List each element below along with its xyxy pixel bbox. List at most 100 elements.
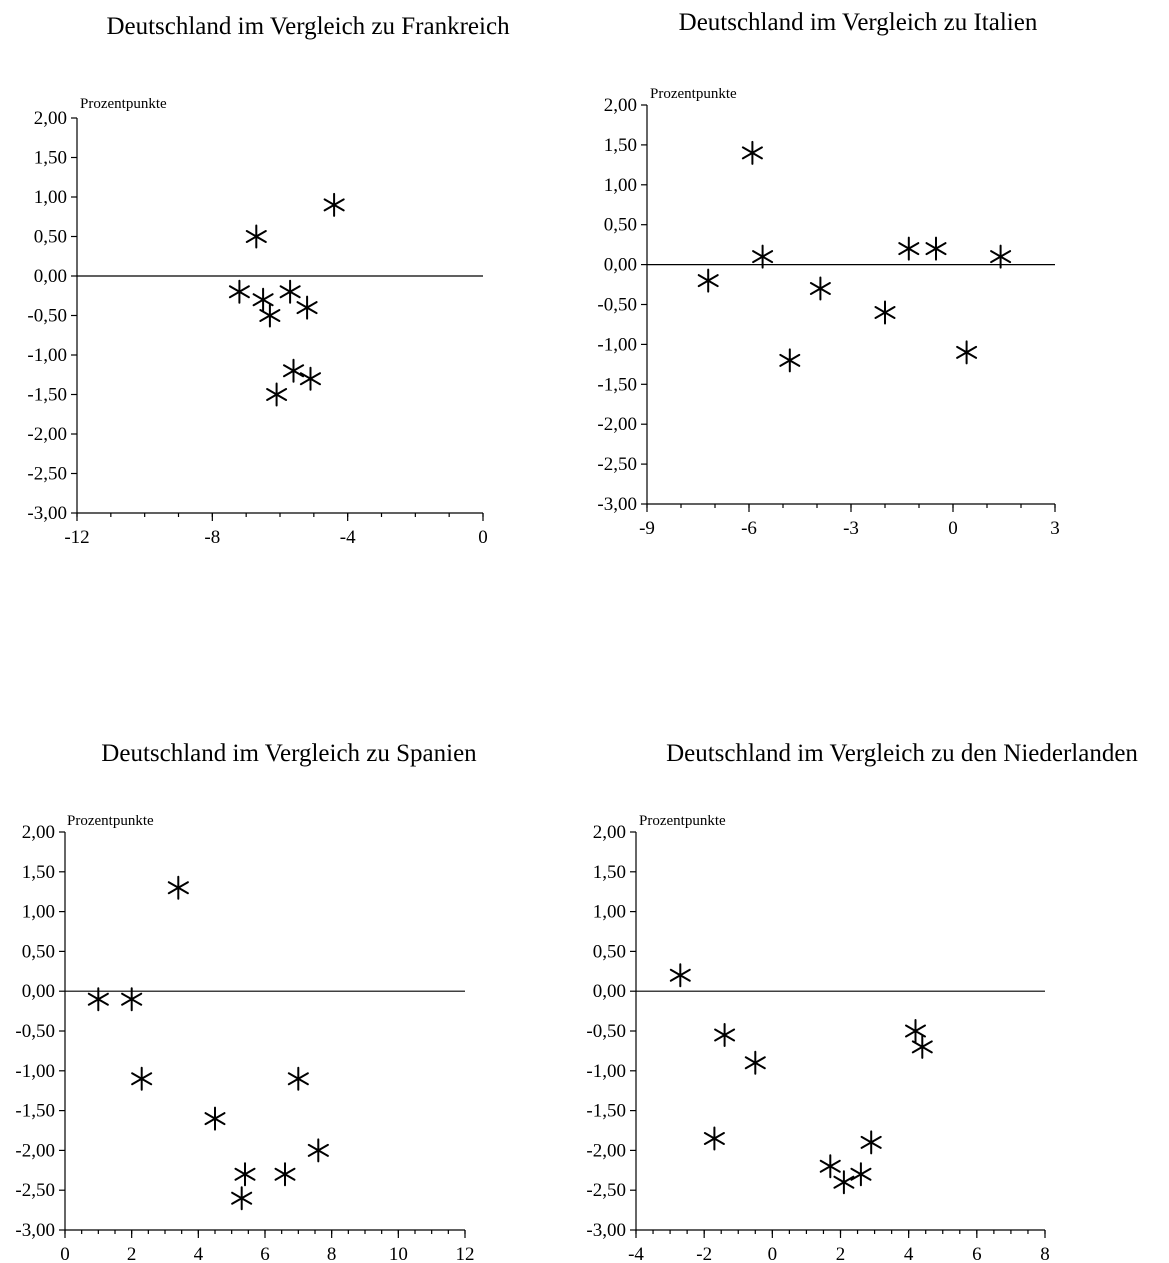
y-axis-unit-label: Prozentpunkte <box>650 86 737 102</box>
y-axis-unit-label: Prozentpunkte <box>639 813 726 829</box>
data-point-asterisk <box>234 1162 256 1187</box>
y-tick-label: 2,00 <box>593 822 626 843</box>
y-axis-unit-label: Prozentpunkte <box>67 813 154 829</box>
data-point-asterisk <box>296 295 318 320</box>
y-tick-label: 0,50 <box>593 941 626 962</box>
y-tick-label: -2,00 <box>597 414 637 435</box>
data-point-asterisk <box>259 303 281 328</box>
chart-panel: Deutschland im Vergleich zu Frankreich Pr… <box>27 13 510 548</box>
data-point-asterisk <box>703 1126 725 1151</box>
y-tick-label: -3,00 <box>27 503 67 524</box>
y-tick-label: -0,50 <box>15 1021 55 1042</box>
data-point-asterisk <box>752 244 774 269</box>
y-tick-label: -0,50 <box>27 306 67 327</box>
data-point-asterisk <box>911 1034 933 1059</box>
data-point-asterisk <box>925 236 947 261</box>
y-tick-label: -2,00 <box>27 424 67 445</box>
x-tick-label: 0 <box>60 1244 70 1263</box>
y-tick-label: -2,00 <box>15 1140 55 1161</box>
y-tick-label: 0,50 <box>22 941 55 962</box>
data-point-asterisk <box>287 1066 309 1091</box>
data-point-asterisk <box>228 279 250 304</box>
x-tick-label: -6 <box>741 518 757 539</box>
data-point-asterisk <box>874 300 896 325</box>
data-point-asterisk <box>809 276 831 301</box>
y-tick-label: -2,50 <box>27 464 67 485</box>
x-tick-label: 4 <box>904 1244 914 1263</box>
y-tick-label: 1,50 <box>34 148 67 169</box>
chart-panel: Deutschland im Vergleich zu Italien Proze… <box>597 9 1059 539</box>
x-tick-label: -4 <box>628 1244 644 1263</box>
data-point-asterisk <box>819 1154 841 1179</box>
y-tick-label: 1,50 <box>604 135 637 156</box>
x-tick-label: 8 <box>327 1244 337 1263</box>
x-tick-label: -2 <box>696 1244 712 1263</box>
y-tick-label: 1,00 <box>604 175 637 196</box>
y-tick-label: -2,50 <box>15 1180 55 1201</box>
data-point-asterisk <box>860 1130 882 1155</box>
data-point-asterisk <box>898 236 920 261</box>
y-tick-label: -3,00 <box>586 1220 626 1241</box>
y-tick-label: -2,50 <box>597 454 637 475</box>
chart-title: Deutschland im Vergleich zu Italien <box>679 9 1038 36</box>
x-tick-label: 4 <box>194 1244 204 1263</box>
data-point-asterisk <box>87 987 109 1012</box>
data-point-asterisk <box>274 1162 296 1187</box>
x-tick-label: -3 <box>843 518 859 539</box>
data-point-asterisk <box>323 192 345 217</box>
y-tick-label: -1,00 <box>15 1061 55 1082</box>
data-point-asterisk <box>283 358 305 383</box>
y-tick-label: 1,00 <box>22 902 55 923</box>
y-tick-label: -1,50 <box>27 385 67 406</box>
x-tick-label: 0 <box>768 1244 778 1263</box>
chart-title: Deutschland im Vergleich zu Spanien <box>101 740 477 767</box>
data-point-asterisk <box>669 963 691 988</box>
y-tick-label: 0,50 <box>34 227 67 248</box>
data-point-asterisk <box>279 279 301 304</box>
y-tick-label: 1,50 <box>22 862 55 883</box>
data-point-asterisk <box>266 382 288 407</box>
y-tick-label: 0,00 <box>34 266 67 287</box>
x-tick-label: 0 <box>478 527 488 548</box>
y-tick-label: -2,00 <box>586 1140 626 1161</box>
y-tick-label: 0,50 <box>604 215 637 236</box>
x-tick-label: 2 <box>836 1244 846 1263</box>
y-tick-label: -2,50 <box>586 1180 626 1201</box>
data-point-asterisk <box>131 1066 153 1091</box>
data-point-asterisk <box>245 224 267 249</box>
data-point-asterisk <box>307 1138 329 1163</box>
y-tick-label: 2,00 <box>604 95 637 116</box>
data-point-asterisk <box>833 1170 855 1195</box>
y-tick-label: -1,00 <box>27 345 67 366</box>
chart-title: Deutschland im Vergleich zu Frankreich <box>106 13 510 40</box>
data-point-asterisk <box>167 875 189 900</box>
y-tick-label: 0,00 <box>22 981 55 1002</box>
data-point-asterisk <box>741 140 763 165</box>
y-tick-label: -1,00 <box>597 334 637 355</box>
x-tick-label: 0 <box>948 518 958 539</box>
y-tick-label: -3,00 <box>15 1220 55 1241</box>
data-point-asterisk <box>252 287 274 312</box>
y-tick-label: -1,50 <box>597 374 637 395</box>
data-point-asterisk <box>744 1050 766 1075</box>
data-point-asterisk <box>779 348 801 373</box>
x-tick-label: -12 <box>64 527 89 548</box>
data-point-asterisk <box>990 244 1012 269</box>
data-point-asterisk <box>905 1019 926 1043</box>
data-point-asterisk <box>121 987 143 1012</box>
y-axis-unit-label: Prozentpunkte <box>80 96 167 112</box>
x-tick-label: 10 <box>389 1244 408 1263</box>
y-tick-label: 1,50 <box>593 862 626 883</box>
y-tick-label: -1,50 <box>586 1101 626 1122</box>
data-point-asterisk <box>956 340 978 365</box>
y-tick-label: 2,00 <box>34 108 67 129</box>
x-tick-label: -8 <box>204 527 220 548</box>
x-tick-label: 8 <box>1040 1244 1050 1263</box>
y-tick-label: 2,00 <box>22 822 55 843</box>
data-point-asterisk <box>204 1106 226 1131</box>
chart-panel: Deutschland im Vergleich zu Spanien Proze… <box>15 740 477 1263</box>
x-tick-label: 2 <box>127 1244 137 1263</box>
y-tick-label: 0,00 <box>593 981 626 1002</box>
x-tick-label: -4 <box>340 527 356 548</box>
